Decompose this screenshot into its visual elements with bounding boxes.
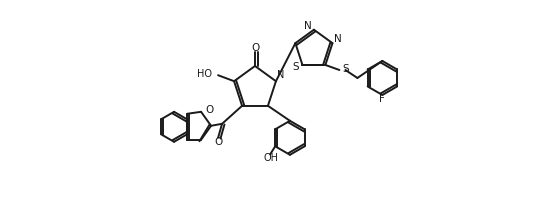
Text: N: N bbox=[304, 21, 312, 31]
Text: S: S bbox=[293, 62, 300, 72]
Text: O: O bbox=[214, 137, 222, 147]
Text: O: O bbox=[205, 105, 213, 115]
Text: N: N bbox=[334, 34, 342, 44]
Text: HO: HO bbox=[197, 69, 212, 79]
Text: S: S bbox=[343, 64, 349, 74]
Text: O: O bbox=[251, 42, 259, 52]
Text: N: N bbox=[277, 70, 284, 80]
Text: F: F bbox=[379, 94, 386, 105]
Text: OH: OH bbox=[264, 153, 278, 163]
